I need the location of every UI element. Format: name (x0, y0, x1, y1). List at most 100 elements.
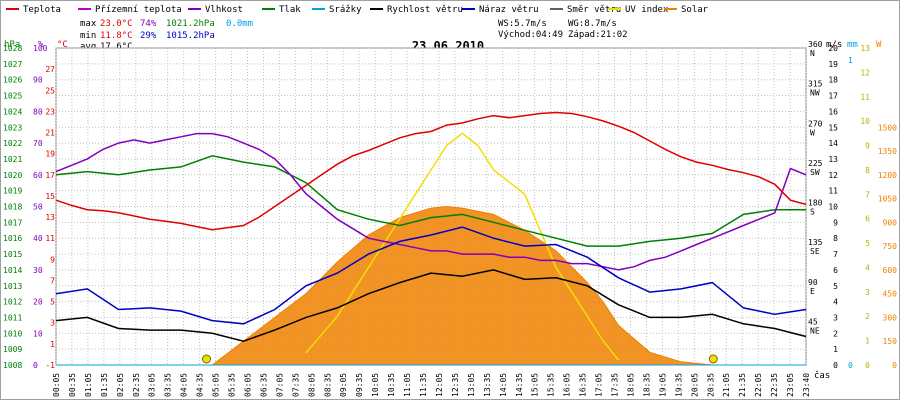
tick-direction-deg: 360 (808, 40, 823, 49)
tick-direction-deg: 135 (808, 238, 823, 247)
tick-pressure: 1022 (3, 139, 22, 148)
tick-wind: 0 (833, 361, 838, 370)
tick-humidity: 20 (33, 298, 43, 307)
tick-solar: 600 (883, 266, 898, 275)
unit-ms: m/s (826, 40, 842, 50)
tick-wind: 15 (828, 123, 838, 132)
tick-time: 04:35 (196, 373, 205, 397)
tick-time: 17:35 (611, 373, 620, 397)
tick-pressure: 1009 (3, 345, 22, 354)
tick-temperature: 9 (50, 255, 55, 264)
tick-time: 10:05 (371, 373, 380, 397)
legend-label: Vlhkost (205, 5, 243, 15)
tick-time: 08:05 (307, 373, 316, 397)
tick-time: 17:05 (595, 373, 604, 397)
tick-direction-deg: 270 (808, 119, 823, 128)
tick-direction-name: NW (810, 89, 820, 98)
tick-direction-name: E (810, 287, 815, 296)
tick-time: 04:05 (180, 373, 189, 397)
legend-label: Tlak (279, 5, 301, 15)
tick-time: 01:35 (100, 373, 109, 397)
wind-ws: WS:5.7m/s (498, 19, 547, 29)
tick-direction-name: SW (810, 168, 820, 177)
tick-solar: 1500 (878, 123, 897, 132)
tick-direction-name: W (810, 128, 815, 137)
sun-marker (708, 354, 718, 364)
tick-wind: 1 (833, 345, 838, 354)
tick-time: 09:35 (355, 373, 364, 397)
tick-temperature: 21 (45, 129, 55, 138)
tick-temperature: 1 (50, 340, 55, 349)
stat-max-press: 1021.2hPa (166, 19, 215, 29)
unit-time: čas (814, 370, 830, 381)
tick-time: 13:05 (467, 373, 476, 397)
tick-humidity: 30 (33, 266, 43, 275)
tick-wind: 12 (828, 171, 838, 180)
tick-solar: 750 (883, 242, 898, 251)
tick-temperature: 11 (45, 234, 55, 243)
series-pressure (55, 155, 806, 247)
tick-uv: 0 (865, 361, 870, 370)
legend-label: Směr větru (567, 5, 621, 15)
tick-direction-deg: 315 (808, 80, 823, 89)
tick-wind: 9 (833, 218, 838, 227)
tick-wind: 10 (828, 203, 838, 212)
legend-label: Solar (681, 5, 709, 15)
stat-min-label: min (80, 31, 96, 41)
sun-marker (202, 354, 212, 364)
tick-wind: 6 (833, 266, 838, 275)
tick-direction-name: NE (810, 326, 820, 335)
tick-solar: 150 (883, 337, 898, 346)
tick-wind: 8 (833, 234, 838, 243)
tick-humidity: 10 (33, 329, 43, 338)
tick-uv: 12 (860, 68, 870, 77)
tick-time: 06:05 (243, 373, 252, 397)
legend-label: UV index (625, 5, 669, 15)
tick-time: 12:05 (435, 373, 444, 397)
tick-time: 18:35 (642, 373, 651, 397)
tick-pressure: 1025 (3, 92, 22, 101)
series-uv (305, 132, 620, 361)
tick-direction-name: SE (810, 247, 820, 256)
tick-pressure: 1015 (3, 250, 22, 259)
tick-time: 14:05 (499, 373, 508, 397)
legend-label: Přízemní teplota (95, 5, 182, 15)
tick-wind: 4 (833, 298, 838, 307)
tick-pressure: 1013 (3, 282, 22, 291)
tick-wind: 2 (833, 329, 838, 338)
tick-time: 20:05 (690, 373, 699, 397)
tick-time: 00:35 (68, 373, 77, 397)
tick-time: 18:05 (626, 373, 635, 397)
tick-direction-deg: 90 (808, 278, 818, 287)
tick-wind: 17 (828, 92, 838, 101)
tick-time: 00:05 (52, 373, 61, 397)
tick-pressure: 1019 (3, 187, 22, 196)
stat-min-hum: 29% (140, 31, 157, 41)
tick-direction-name: S (810, 208, 815, 217)
tick-time: 03:35 (164, 373, 173, 397)
tick-temperature: 23 (45, 107, 55, 116)
stat-max-hum: 74% (140, 19, 157, 29)
tick-wind: 13 (828, 155, 838, 164)
tick-solar: 900 (883, 218, 898, 227)
stat-max-rain: 0.0mm (226, 19, 253, 29)
tick-time: 05:05 (212, 373, 221, 397)
tick-solar: 1350 (878, 147, 897, 156)
tick-time: 06:35 (259, 373, 268, 397)
tick-time: 21:35 (738, 373, 747, 397)
tick-direction-deg: 225 (808, 159, 823, 168)
unit-pct: % (38, 40, 44, 50)
tick-uv: 3 (865, 288, 870, 297)
tick-temperature: 19 (45, 150, 55, 159)
tick-wind: 18 (828, 76, 838, 85)
legend-label: Rychlost větru (387, 5, 463, 15)
tick-humidity: 50 (33, 203, 43, 212)
tick-time: 21:05 (722, 373, 731, 397)
tick-wind: 19 (828, 60, 838, 69)
tick-time: 07:35 (291, 373, 300, 397)
tick-time: 02:05 (116, 373, 125, 397)
tick-pressure: 1018 (3, 203, 22, 212)
tick-temperature: 25 (45, 86, 55, 95)
tick-uv: 2 (865, 312, 870, 321)
series-windspeed (55, 269, 807, 342)
